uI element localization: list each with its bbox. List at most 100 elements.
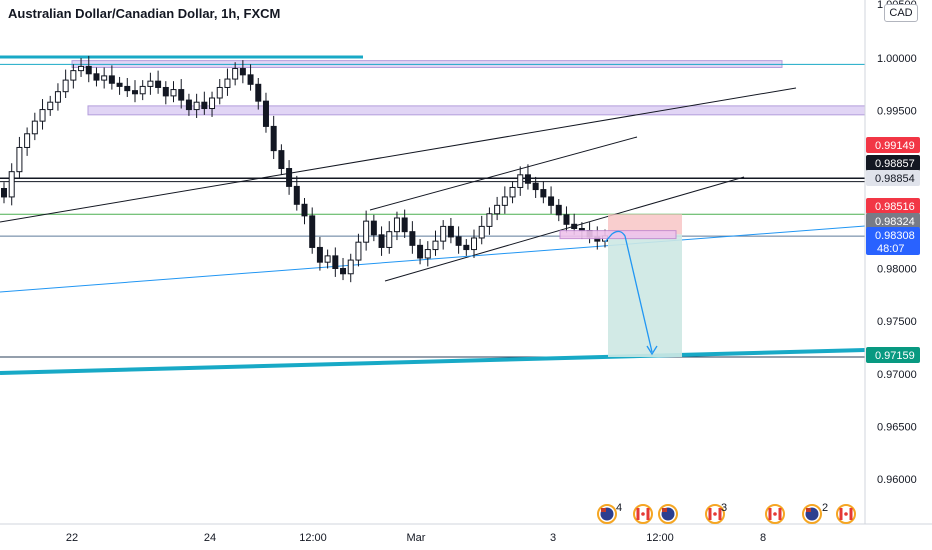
price-tick-label: 0.97500 bbox=[877, 316, 917, 328]
candle-bear bbox=[370, 220, 377, 236]
candle-bear bbox=[293, 185, 300, 205]
candle-bear bbox=[309, 215, 316, 248]
candle-bear bbox=[247, 74, 254, 85]
candle-bear bbox=[270, 125, 277, 152]
candle-bear bbox=[540, 189, 547, 198]
candle-bear bbox=[162, 86, 169, 97]
price-tag-label: 0.99149 bbox=[875, 140, 915, 152]
candle-bull bbox=[432, 240, 439, 251]
stop-loss-zone bbox=[608, 214, 682, 235]
candle-bear bbox=[185, 99, 192, 111]
event-flag-canada-icon[interactable] bbox=[633, 504, 653, 524]
candle-bull bbox=[47, 101, 54, 111]
candle-bear bbox=[301, 203, 308, 217]
candle-bull bbox=[393, 217, 400, 233]
candle-bear bbox=[108, 75, 115, 84]
flag-ca-leaf bbox=[844, 512, 848, 516]
candle-bear bbox=[455, 236, 462, 246]
candle-bull bbox=[70, 70, 77, 81]
price-tick-label: 0.96000 bbox=[877, 474, 917, 486]
candle-bull bbox=[216, 86, 223, 99]
price-tag: 0.98857 bbox=[866, 155, 920, 171]
candle-bear bbox=[239, 68, 246, 76]
candle-bear bbox=[155, 80, 162, 88]
candle-bull bbox=[8, 171, 15, 198]
event-flag-canada-icon[interactable] bbox=[705, 504, 725, 524]
candle-bear bbox=[563, 214, 570, 225]
event-count-label: 2 bbox=[822, 502, 828, 514]
candle-bear bbox=[332, 255, 339, 269]
price-tick-label: 1.00000 bbox=[877, 53, 917, 65]
candle-bear bbox=[93, 73, 100, 81]
candle-bear bbox=[571, 223, 578, 230]
candle-bull bbox=[139, 85, 146, 95]
candle-bear bbox=[463, 244, 470, 251]
candle-bear bbox=[409, 231, 416, 246]
candle-bull bbox=[31, 120, 38, 135]
flag-ca-leaf bbox=[773, 512, 777, 516]
price-tick-label: 0.98000 bbox=[877, 264, 917, 276]
currency-label[interactable]: CAD bbox=[884, 4, 918, 22]
event-flag-australia-icon[interactable] bbox=[597, 504, 617, 524]
countdown-label: 48:07 bbox=[877, 243, 905, 255]
candle-bear bbox=[555, 204, 562, 216]
chart-title: Australian Dollar/Canadian Dollar, 1h, F… bbox=[8, 6, 281, 21]
time-tick-label: 24 bbox=[204, 532, 216, 544]
channel-top bbox=[369, 136, 638, 211]
candle-bear bbox=[178, 89, 185, 101]
candle-bull bbox=[147, 80, 154, 87]
time-axis[interactable]: 22 24 12:00 Mar 3 12:00 8 bbox=[0, 523, 932, 544]
flag-ca-right bbox=[778, 508, 782, 520]
candle-bear bbox=[116, 82, 123, 87]
event-flag-australia-icon[interactable] bbox=[658, 504, 678, 524]
event-count-label: 4 bbox=[616, 502, 622, 514]
candle-bull bbox=[440, 225, 447, 242]
candle-bear bbox=[124, 85, 131, 92]
flag-ca-right bbox=[718, 508, 722, 520]
event-flag-canada-icon[interactable] bbox=[836, 504, 856, 524]
flag-ca-right bbox=[646, 508, 650, 520]
price-tags-layer: 0.991490.988570.988540.985160.983240.983… bbox=[866, 137, 920, 363]
trendline-blue bbox=[0, 225, 866, 293]
flag-ca-right bbox=[849, 508, 853, 520]
candle-bull bbox=[232, 68, 239, 80]
price-tag-bg bbox=[866, 227, 920, 255]
trade-layer bbox=[559, 214, 682, 358]
flag-ca-left bbox=[636, 508, 640, 520]
candle-bear bbox=[85, 65, 92, 75]
event-flag-canada-icon[interactable] bbox=[765, 504, 785, 524]
entry-zone bbox=[559, 230, 677, 240]
candle-bear bbox=[286, 168, 293, 187]
flag-ca-leaf bbox=[713, 512, 717, 516]
flag-au-union bbox=[806, 508, 811, 512]
candle-bull bbox=[54, 91, 61, 103]
candle-bull bbox=[16, 146, 23, 173]
trendline-long bbox=[0, 87, 797, 223]
price-tag-label: 0.98857 bbox=[875, 158, 915, 170]
price-tag: 0.98516 bbox=[866, 198, 920, 214]
price-axis[interactable]: 1.00000 0.99500 0.98000 0.97500 0.97000 0.965… bbox=[864, 0, 917, 524]
candle-bear bbox=[316, 246, 323, 263]
price-tick-label: 0.96500 bbox=[877, 421, 917, 433]
candle-bull bbox=[386, 231, 393, 248]
event-flag-australia-icon[interactable] bbox=[802, 504, 822, 524]
candle-bear bbox=[548, 196, 555, 206]
price-tag-label: 0.98308 bbox=[875, 230, 915, 242]
time-tick-label: Mar bbox=[407, 532, 426, 544]
flag-au-union bbox=[662, 508, 667, 512]
events-layer[interactable]: 4 3 2 bbox=[597, 502, 856, 524]
candle-bear bbox=[262, 100, 269, 127]
price-tag-bg bbox=[866, 137, 920, 153]
price-tag: 0.97159 bbox=[866, 347, 920, 363]
time-tick-label: 12:00 bbox=[299, 532, 327, 544]
candles-layer bbox=[1, 55, 608, 283]
price-tag-bg bbox=[866, 170, 920, 186]
candle-bull bbox=[209, 97, 216, 110]
candle-bull bbox=[494, 204, 501, 215]
price-tag: 0.98324 bbox=[866, 213, 920, 229]
price-tag-bg bbox=[866, 198, 920, 214]
flag-ca-leaf bbox=[641, 512, 645, 516]
candle-bull bbox=[486, 213, 493, 227]
candle-bull bbox=[471, 237, 478, 251]
